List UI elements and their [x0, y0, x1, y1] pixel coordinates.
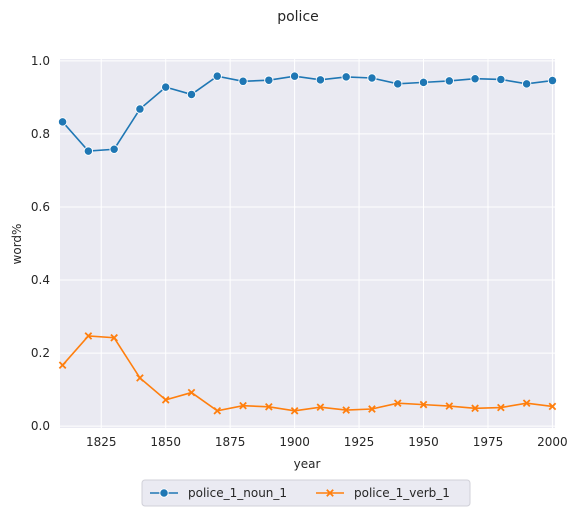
data-point-police_1_verb_1 [187, 388, 196, 397]
x-tick-label: 1850 [150, 435, 181, 449]
data-point-police_1_verb_1 [136, 374, 144, 382]
data-point-police_1_noun_1 [521, 79, 532, 89]
y-tick-label: 0.6 [31, 200, 50, 214]
x-tick-label: 2000 [537, 435, 568, 449]
data-point-police_1_noun_1 [496, 74, 506, 85]
data-point-police_1_noun_1 [315, 75, 326, 85]
x-axis-label: year [294, 457, 321, 471]
data-point-police_1_verb_1 [110, 333, 118, 342]
data-point-police_1_noun_1 [161, 82, 171, 92]
chart-title: police [277, 9, 319, 25]
data-point-police_1_noun_1 [109, 144, 119, 154]
data-point-police_1_verb_1 [445, 402, 454, 410]
data-point-police_1_verb_1 [316, 403, 325, 412]
data-point-police_1_verb_1 [239, 401, 247, 410]
data-point-police_1_verb_1 [58, 361, 67, 369]
data-point-police_1_noun_1 [341, 72, 351, 82]
data-point-police_1_noun_1 [444, 76, 454, 86]
series-line-police_1_verb_1 [61, 335, 553, 412]
legend-marker [159, 488, 169, 498]
legend: police_1_noun_1 police_1_verb_1 [141, 479, 471, 507]
data-point-police_1_noun_1 [393, 79, 403, 89]
data-point-police_1_noun_1 [289, 71, 300, 81]
data-point-police_1_noun_1 [186, 89, 197, 100]
data-point-police_1_verb_1 [213, 406, 222, 415]
legend-label: police_1_verb_1 [354, 486, 450, 500]
data-point-police_1_noun_1 [238, 76, 248, 86]
plot-area [60, 59, 555, 428]
data-point-police_1_verb_1 [161, 396, 170, 404]
series-layer [57, 71, 558, 415]
data-point-police_1_noun_1 [83, 146, 94, 156]
data-point-police_1_noun_1 [367, 73, 377, 83]
legend-label: police_1_noun_1 [188, 486, 287, 500]
data-point-police_1_verb_1 [548, 402, 557, 411]
data-point-police_1_noun_1 [212, 71, 222, 81]
y-tick-label: 1.0 [31, 54, 50, 68]
legend-box [141, 479, 471, 507]
y-tick-label: 0.2 [31, 346, 50, 360]
data-point-police_1_noun_1 [264, 75, 274, 85]
y-tick-label: 0.4 [31, 273, 50, 287]
x-tick-label: 1825 [86, 435, 117, 449]
data-point-police_1_verb_1 [471, 404, 479, 413]
data-point-police_1_verb_1 [393, 399, 402, 407]
y-tick-label: 0.8 [31, 127, 50, 141]
legend-marker [326, 489, 334, 497]
data-point-police_1_verb_1 [342, 406, 351, 414]
x-tick-label: 1950 [408, 435, 439, 449]
data-point-police_1_noun_1 [470, 74, 480, 84]
grid [60, 59, 555, 428]
data-point-police_1_verb_1 [84, 332, 93, 340]
data-point-police_1_verb_1 [497, 403, 505, 412]
x-tick-label: 1925 [344, 435, 375, 449]
data-point-police_1_verb_1 [419, 400, 428, 409]
y-tick-label: 0.0 [31, 419, 50, 433]
data-point-police_1_verb_1 [290, 406, 299, 415]
data-point-police_1_noun_1 [547, 75, 558, 86]
x-tick-label: 1875 [215, 435, 246, 449]
data-point-police_1_verb_1 [522, 399, 531, 407]
x-tick-label: 1975 [473, 435, 504, 449]
y-axis-label: word% [10, 224, 24, 265]
ticks: 1825 1850 1875 1900 1925 1950 1975 2000 0.0 0.2 0.… [31, 54, 568, 449]
data-point-police_1_noun_1 [57, 117, 68, 127]
data-point-police_1_noun_1 [135, 104, 145, 114]
data-point-police_1_verb_1 [368, 405, 376, 413]
data-point-police_1_verb_1 [264, 402, 273, 411]
data-point-police_1_noun_1 [418, 77, 429, 88]
x-tick-label: 1900 [279, 435, 310, 449]
